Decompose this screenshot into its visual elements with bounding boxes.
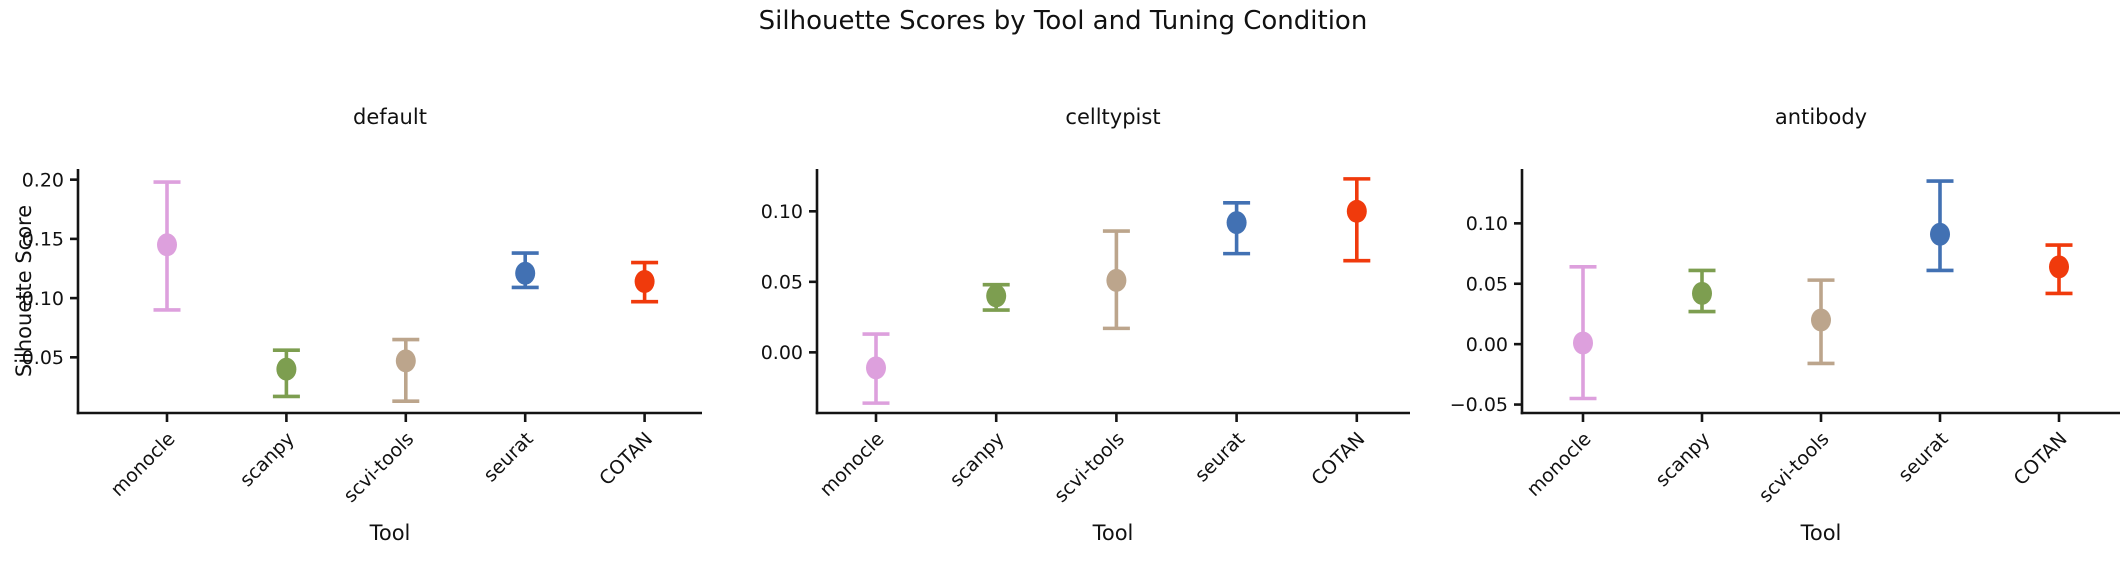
- mean-marker-scvi-tools: [395, 349, 416, 373]
- error-bar-COTAN: [1343, 177, 1371, 263]
- panel-title-default: default: [353, 105, 427, 129]
- x-tick-label: monocle: [107, 428, 180, 501]
- figure-title: Silhouette Scores by Tool and Tuning Con…: [758, 6, 1368, 36]
- x-tick-label: monocle: [1523, 428, 1596, 501]
- x-tick-label: scvi-tools: [1755, 428, 1834, 507]
- y-tick-label: −0.05: [1450, 394, 1508, 416]
- error-bar-seurat: [1223, 201, 1251, 256]
- y-tick-label: 0.00: [761, 342, 803, 364]
- error-bar-COTAN: [2045, 243, 2073, 296]
- mean-marker-seurat: [1930, 222, 1950, 246]
- mean-marker-scvi-tools: [1811, 308, 1831, 332]
- error-bar-seurat: [511, 251, 539, 290]
- x-tick-label: monocle: [816, 428, 889, 501]
- mean-marker-COTAN: [1346, 199, 1367, 223]
- error-bar-scvi-tools: [1807, 278, 1835, 366]
- y-tick-label: 0.20: [22, 169, 64, 191]
- x-tick-label: scanpy: [236, 428, 299, 491]
- y-tick-label: 0.15: [22, 229, 64, 251]
- mean-marker-scvi-tools: [1106, 268, 1127, 292]
- mean-marker-seurat: [515, 261, 536, 285]
- error-bar-scanpy: [1688, 268, 1716, 314]
- y-axis-label: Silhouette Score: [12, 204, 36, 378]
- y-tick-label: 0.05: [22, 347, 64, 369]
- x-tick-label: COTAN: [1307, 428, 1369, 490]
- error-bar-COTAN: [631, 260, 659, 304]
- x-tick-label: scvi-tools: [339, 428, 418, 507]
- mean-marker-COTAN: [634, 270, 655, 294]
- x-tick-label: seurat: [1894, 428, 1952, 486]
- y-tick-label: 0.10: [761, 201, 803, 223]
- y-tick-label: 0.00: [1466, 334, 1508, 356]
- mean-marker-monocle: [1573, 331, 1593, 355]
- error-bar-scvi-tools: [1102, 229, 1130, 331]
- x-axis-label: Tool: [1092, 521, 1134, 545]
- x-axis-label: Tool: [369, 521, 411, 545]
- y-tick-label: 0.05: [1466, 273, 1508, 295]
- error-bar-monocle: [1569, 265, 1597, 401]
- panel-title-celltypist: celltypist: [1065, 105, 1161, 129]
- mean-marker-scanpy: [986, 284, 1007, 308]
- x-tick-label: seurat: [1191, 428, 1249, 486]
- x-tick-label: scanpy: [1651, 428, 1714, 491]
- error-bar-scanpy: [982, 282, 1010, 312]
- error-bar-scvi-tools: [392, 337, 420, 403]
- error-bar-monocle: [153, 180, 181, 312]
- x-tick-label: COTAN: [2010, 428, 2072, 490]
- error-bar-seurat: [1926, 179, 1954, 273]
- y-tick-label: 0.05: [761, 271, 803, 293]
- mean-marker-scanpy: [276, 357, 297, 381]
- x-tick-label: scvi-tools: [1050, 428, 1129, 507]
- mean-marker-seurat: [1226, 211, 1247, 235]
- mean-marker-COTAN: [2049, 255, 2069, 279]
- mean-marker-monocle: [866, 356, 886, 380]
- y-tick-label: 0.10: [22, 288, 64, 310]
- x-tick-label: COTAN: [595, 428, 657, 490]
- panel-title-antibody: antibody: [1774, 105, 1868, 129]
- error-bar-scanpy: [272, 348, 300, 399]
- error-bar-monocle: [862, 332, 890, 405]
- x-tick-label: scanpy: [946, 428, 1009, 491]
- y-tick-label: 0.10: [1466, 213, 1508, 235]
- x-tick-label: seurat: [479, 428, 537, 486]
- x-axis-label: Tool: [1800, 521, 1842, 545]
- mean-marker-monocle: [157, 233, 177, 257]
- mean-marker-scanpy: [1692, 281, 1712, 305]
